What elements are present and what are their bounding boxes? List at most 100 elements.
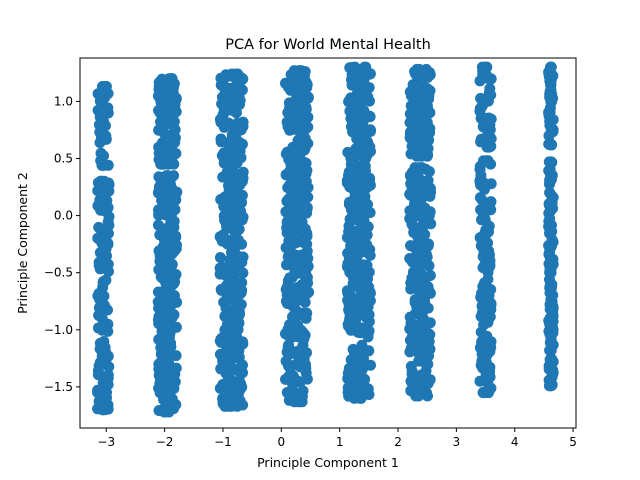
scatter-point — [544, 267, 556, 278]
scatter-point — [297, 279, 309, 291]
y-axis-ticks: −1.5 −1.0 −0.5 0.0 0.5 1.0 — [44, 94, 80, 394]
scatter-point — [404, 128, 416, 139]
scatter-point — [343, 304, 355, 316]
x-tick-label: 2 — [394, 435, 402, 449]
y-tick-label: −0.5 — [44, 266, 73, 280]
scatter-point — [158, 97, 170, 109]
scatter-point — [344, 198, 356, 210]
scatter-point — [228, 166, 240, 178]
scatter-point — [159, 128, 171, 140]
y-tick-label: −1.5 — [44, 380, 73, 394]
scatter-point — [404, 311, 416, 323]
scatter-point — [168, 309, 180, 321]
scatter-point — [414, 273, 426, 285]
scatter-point — [363, 309, 375, 321]
scatter-point — [100, 259, 112, 271]
scatter-point — [476, 337, 488, 349]
scatter-point — [97, 404, 108, 416]
scatter-point — [284, 348, 296, 360]
scatter-point — [162, 362, 174, 374]
scatter-point — [485, 336, 497, 348]
scatter-point — [94, 104, 106, 115]
scatter-point — [545, 333, 557, 345]
scatter-point — [545, 255, 557, 267]
scatter-point — [416, 88, 428, 100]
scatter-point — [223, 180, 234, 192]
scatter-point — [216, 116, 228, 128]
scatter-point — [544, 282, 556, 294]
scatter-point — [345, 324, 357, 336]
scatter-point — [412, 198, 424, 210]
scatter-point — [479, 248, 491, 260]
scatter-point — [543, 363, 555, 375]
scatter-point — [231, 143, 243, 155]
x-tick-label: 3 — [453, 435, 461, 449]
scatter-point — [417, 282, 429, 294]
scatter-point — [236, 121, 248, 133]
scatter-point — [476, 287, 488, 299]
scatter-point — [362, 298, 374, 310]
scatter-point — [289, 201, 300, 213]
scatter-point — [348, 207, 360, 219]
scatter-point — [359, 323, 371, 335]
scatter-point — [411, 80, 423, 92]
scatter-point — [302, 182, 314, 193]
scatter-point — [477, 358, 489, 370]
scatter-point — [405, 189, 417, 201]
x-tick-label: 1 — [336, 435, 344, 449]
scatter-point — [101, 186, 113, 198]
scatter-point — [543, 130, 555, 142]
scatter-point — [233, 211, 245, 223]
scatter-point — [219, 378, 231, 390]
scatter-point — [412, 330, 424, 342]
scatter-point — [218, 81, 230, 93]
scatter-point — [215, 133, 227, 145]
scatter-point — [235, 238, 247, 250]
scatter-point — [474, 105, 486, 117]
scatter-point — [482, 118, 493, 130]
scatter-point — [282, 107, 294, 119]
scatter-point — [364, 124, 376, 136]
scatter-point — [162, 294, 174, 306]
scatter-point — [166, 73, 178, 85]
scatter-point — [169, 124, 181, 136]
scatter-point — [218, 261, 230, 273]
scatter-point — [364, 287, 376, 299]
scatter-point — [231, 226, 243, 237]
scatter-point — [420, 255, 432, 267]
scatter-point — [485, 89, 497, 101]
scatter-point — [422, 390, 433, 402]
scatter-point — [415, 317, 427, 329]
scatter-point — [483, 226, 494, 238]
scatter-point — [546, 226, 558, 237]
scatter-point — [300, 312, 312, 324]
scatter-point — [354, 392, 366, 404]
scatter-point — [357, 259, 369, 271]
scatter-point — [217, 229, 229, 241]
chart-title: PCA for World Mental Health — [225, 37, 431, 53]
x-tick-label: −2 — [156, 435, 174, 449]
scatter-point — [357, 271, 369, 283]
scatter-point — [99, 341, 111, 353]
scatter-point — [220, 350, 232, 362]
scatter-point — [168, 170, 180, 182]
y-axis-label: Principle Component 2 — [15, 172, 30, 314]
scatter-point — [154, 255, 166, 267]
scatter-point — [284, 370, 296, 382]
scatter-point — [544, 354, 556, 365]
scatter-point — [235, 368, 246, 380]
scatter-point — [164, 247, 176, 259]
scatter-point — [287, 78, 298, 90]
scatter-point — [364, 179, 376, 191]
scatter-point — [544, 344, 556, 356]
scatter-point — [357, 116, 369, 128]
x-axis-ticks: −3 −2 −1 0 1 2 3 4 5 — [97, 428, 577, 449]
data-points — [92, 61, 559, 418]
scatter-point — [164, 275, 176, 287]
scatter-point — [424, 317, 436, 329]
scatter-point — [407, 178, 419, 190]
scatter-point — [296, 262, 308, 274]
scatter-point — [481, 155, 492, 167]
x-tick-label: −1 — [214, 435, 232, 449]
